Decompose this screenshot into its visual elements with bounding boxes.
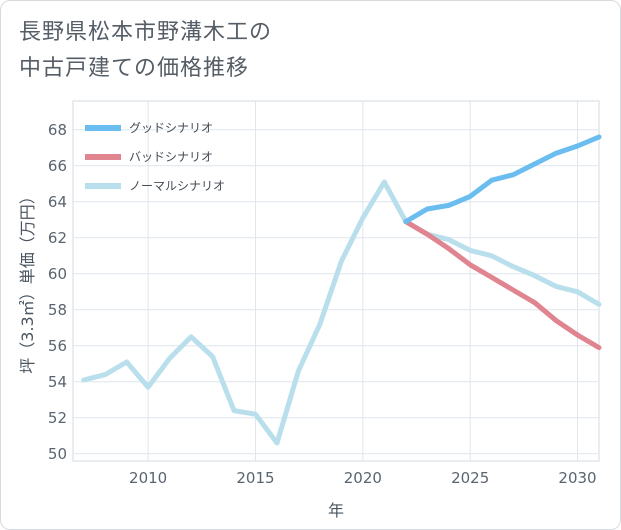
x-tick-label: 2010: [129, 469, 167, 487]
plot-frame: [72, 100, 600, 462]
tick-labels: 50 52 54 56 58 60 62 64 66 68 2010 2015 2020 2025 2030: [48, 121, 597, 487]
legend-label: バッドシナリオ: [129, 150, 213, 164]
grid-lines: [72, 100, 600, 462]
chart-title-line-1: 長野県松本市野溝木工の: [19, 20, 273, 45]
y-axis-title: 坪（3.3㎡）単価（万円）: [18, 188, 37, 373]
series-lines: [81, 134, 602, 446]
series-line-normal: [81, 179, 602, 446]
y-tick-label: 52: [48, 409, 67, 427]
legend-label: ノーマルシナリオ: [129, 179, 225, 193]
x-tick-label: 2020: [344, 469, 382, 487]
series-line-good: [403, 134, 602, 225]
x-tick-label: 2030: [558, 469, 596, 487]
chart-title-line-2: 中古戸建ての価格推移: [19, 56, 250, 81]
y-tick-label: 68: [48, 121, 67, 139]
series-line-bad: [403, 219, 602, 351]
y-tick-label: 50: [48, 445, 67, 463]
x-tick-label: 2015: [236, 469, 274, 487]
x-tick-label: 2025: [451, 469, 489, 487]
y-tick-label: 54: [48, 373, 67, 391]
legend-label: グッドシナリオ: [129, 121, 213, 135]
y-tick-label: 60: [48, 265, 67, 283]
y-tick-label: 66: [48, 157, 67, 175]
y-tick-label: 62: [48, 229, 67, 247]
x-axis-title: 年: [328, 501, 344, 520]
y-tick-label: 56: [48, 337, 67, 355]
y-tick-label: 64: [48, 193, 67, 211]
chart-title: 長野県松本市野溝木工の 中古戸建ての価格推移: [19, 15, 272, 87]
y-tick-label: 58: [48, 301, 67, 319]
